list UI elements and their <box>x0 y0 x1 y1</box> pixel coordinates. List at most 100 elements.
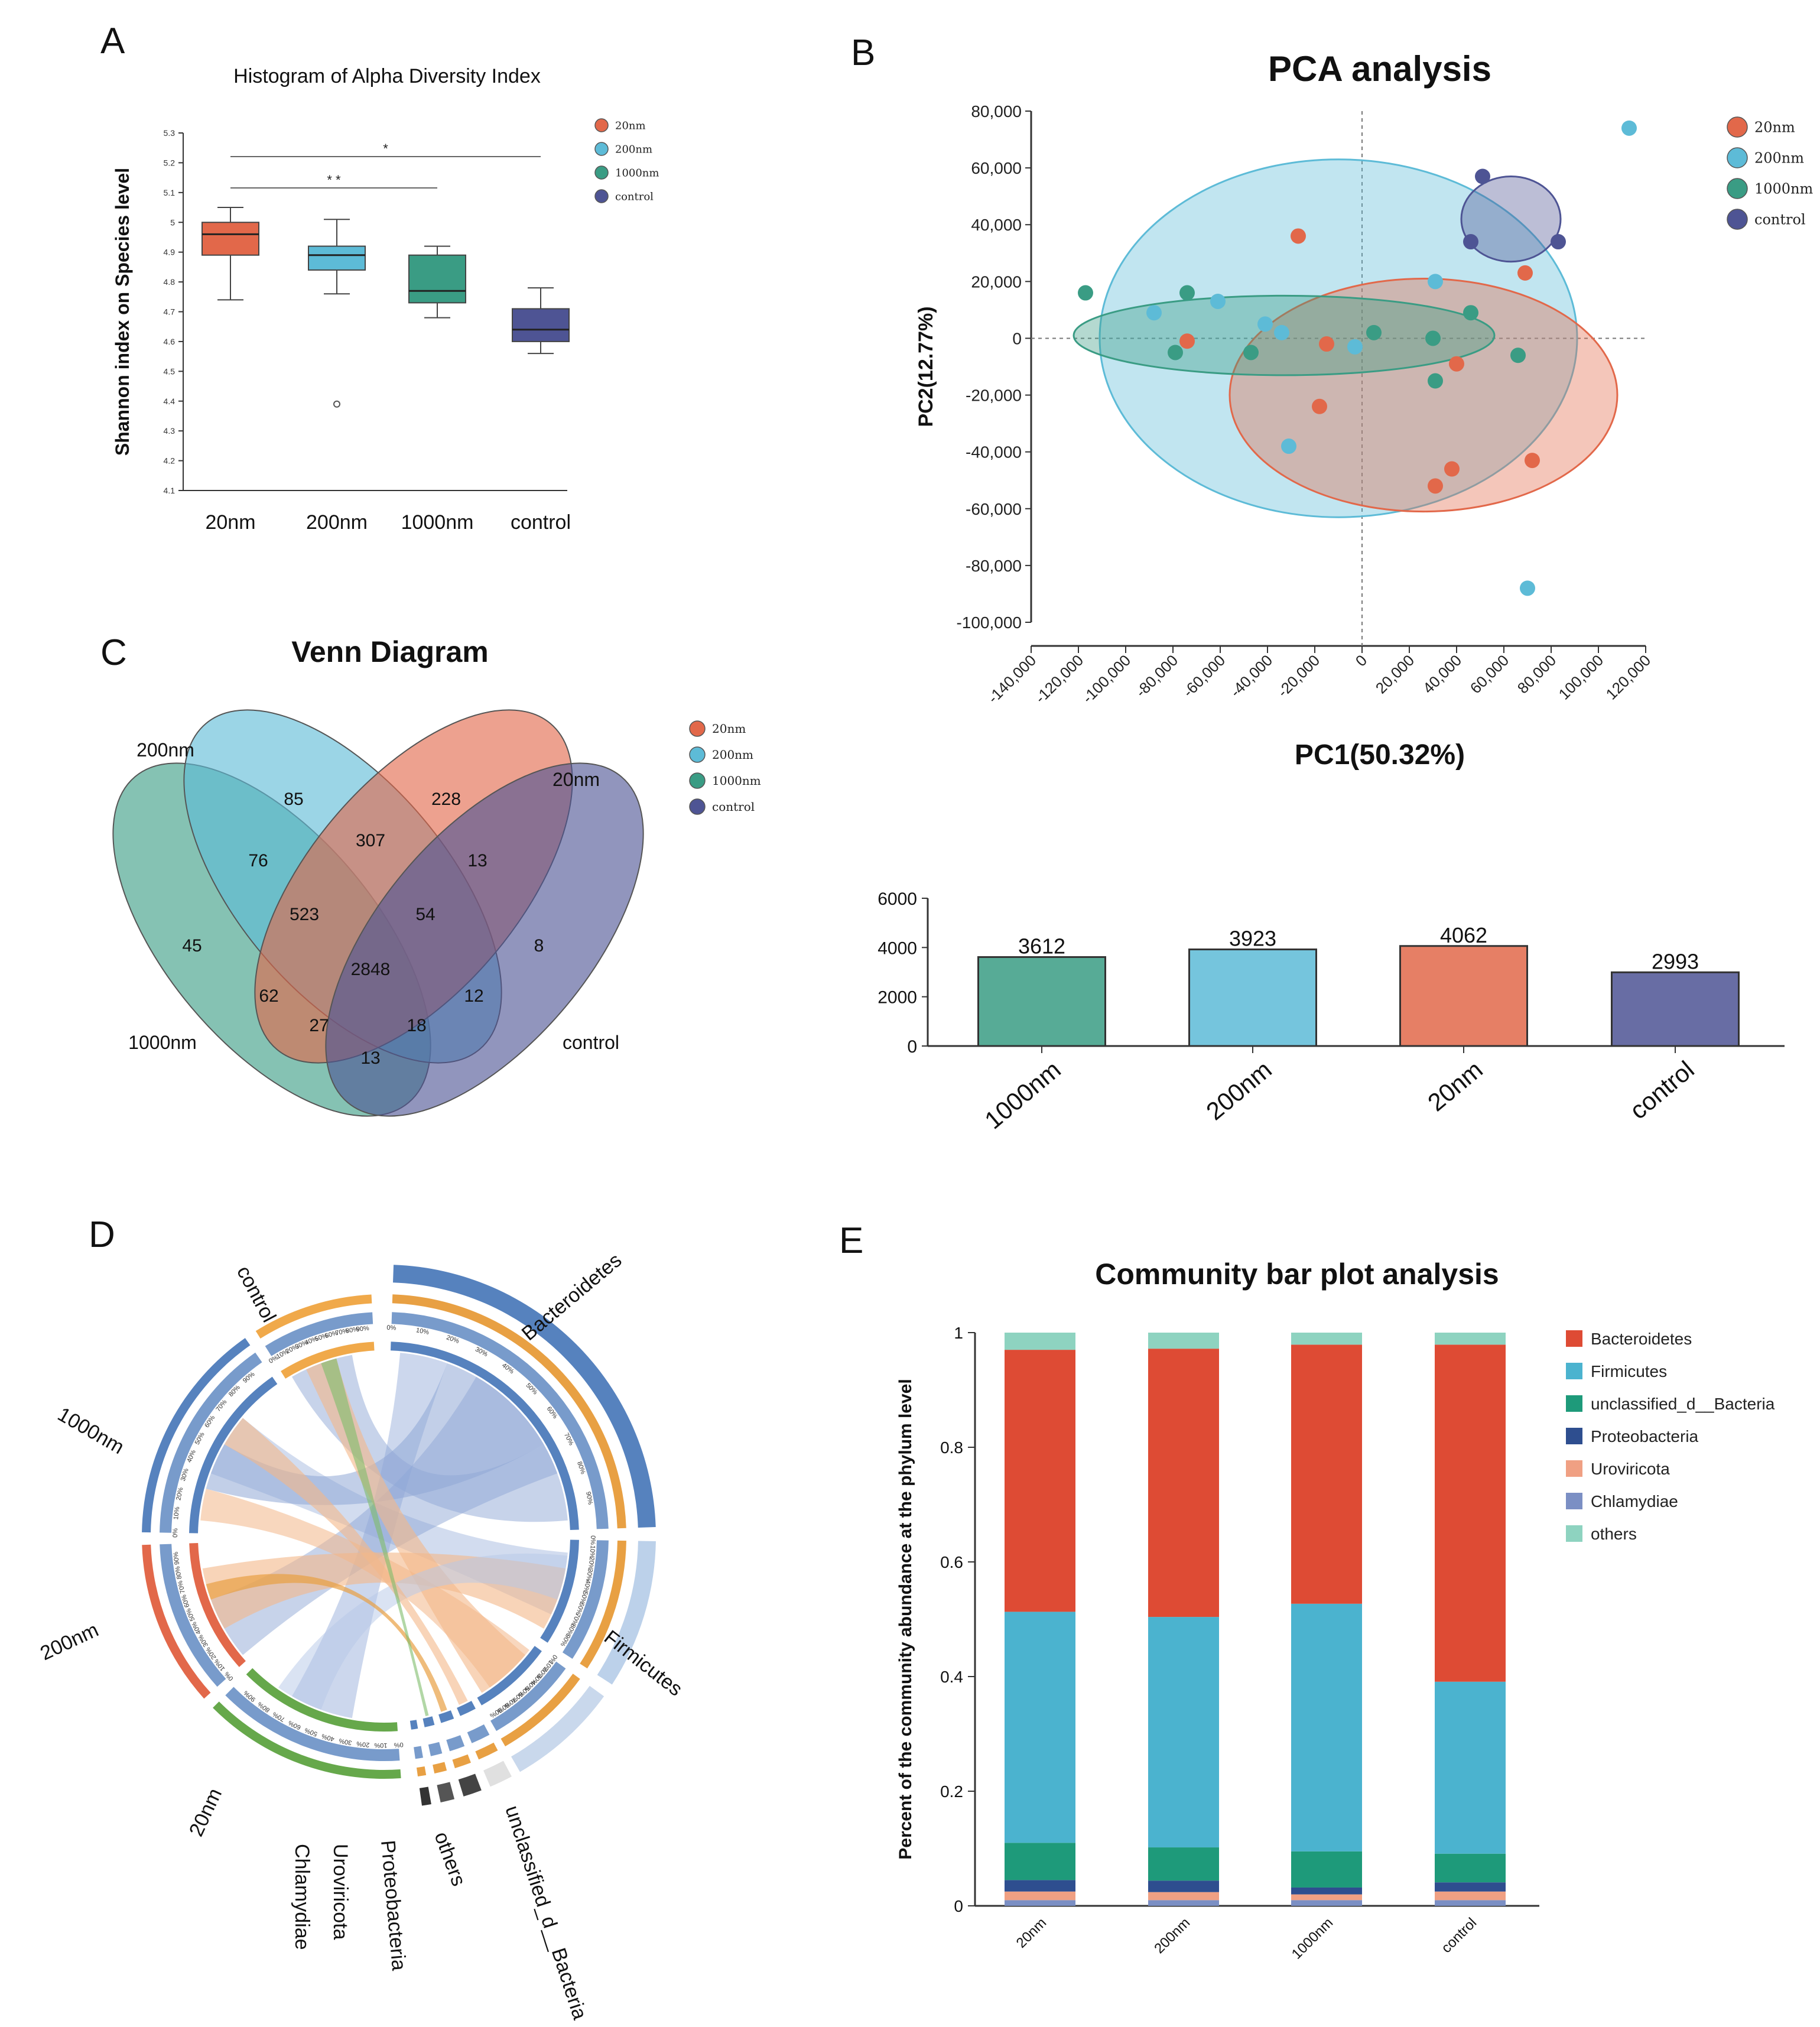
panel-e-legend-swatch <box>1566 1428 1582 1444</box>
panel-b-y-tick-label: 80,000 <box>971 102 1022 121</box>
panel-e-y-tick-label: 0.2 <box>940 1782 963 1801</box>
panel-a-y-tick-label: 5.3 <box>164 128 176 138</box>
panel-d-percent-tick: 0% <box>394 1741 404 1749</box>
panel-c-region-count: 27 <box>309 1016 329 1035</box>
panel-d-percent-tick: 20% <box>587 1557 596 1571</box>
panel-e-x-tick-label: 20nm <box>1013 1915 1050 1951</box>
panel-a-legend-marker-control <box>594 189 609 203</box>
panel-d-scale-arc <box>467 1724 490 1743</box>
panel-b-point-20nm <box>1319 336 1334 352</box>
panel-c-set-label-control: control <box>563 1032 619 1053</box>
panel-e-segment-unclassified_d__Bacteria <box>1291 1851 1362 1888</box>
panel-c2-value-label: 4062 <box>1440 923 1487 947</box>
panel-b-point-20nm <box>1291 228 1306 244</box>
panel-c2-x-tick-label: 200nm <box>1201 1055 1277 1126</box>
panel-b-point-20nm <box>1428 478 1443 494</box>
panel-b-x-tick-label: -60,000 <box>1179 651 1229 701</box>
panel-e-legend-swatch <box>1566 1460 1582 1477</box>
panel-c2-value-label: 2993 <box>1652 949 1699 973</box>
panel-d-mid-arc <box>475 1742 498 1760</box>
panel-c-legend-label-200nm: 200nm <box>712 748 753 762</box>
panel-b-legend-label-20nm: 20nm <box>1754 119 1795 135</box>
panel-d-outer-arc <box>458 1773 482 1797</box>
panel-a-x-tick-label: 20nm <box>205 511 255 534</box>
panel-c2-y-tick-label: 6000 <box>878 889 917 909</box>
panel-b-x-tick-label: -100,000 <box>1078 651 1134 707</box>
panel-d-inner-arc <box>422 1716 435 1727</box>
panel-e-y-tick-label: 0.8 <box>940 1438 963 1457</box>
panel-a-y-tick-label: 4.7 <box>164 307 176 317</box>
panel-a-y-tick-label: 4.4 <box>164 397 176 406</box>
panel-c-region-count: 8 <box>534 936 544 956</box>
panel-e-segment-Bacteroidetes <box>1291 1344 1362 1604</box>
panel-b-point-control <box>1551 234 1566 250</box>
panel-e-segment-others <box>1291 1333 1362 1345</box>
panel-b-point-20nm <box>1444 461 1460 477</box>
panel-b-point-1000nm <box>1366 324 1382 340</box>
panel-c: Venn Diagram 85 228 307 76 13 523 54 45 8 2848 62 12… <box>112 635 761 1117</box>
panel-c-region-count: 62 <box>259 986 278 1006</box>
panel-d-chord-ribbon <box>306 1358 526 1693</box>
panel-b-point-1000nm <box>1425 330 1441 346</box>
panel-d-scale-arc <box>490 1661 566 1732</box>
panel-b-point-1000nm <box>1463 305 1478 321</box>
panel-b-point-200nm <box>1281 438 1296 454</box>
panel-e-legend-label: Proteobacteria <box>1591 1427 1699 1445</box>
panel-a-y-tick-label: 5.2 <box>164 158 176 167</box>
panel-d-label: 1000nm <box>54 1403 128 1458</box>
panel-b-point-20nm <box>1517 265 1533 281</box>
panel-d-percent-tick: 0% <box>223 1670 235 1682</box>
panel-d-label: control <box>232 1262 280 1326</box>
panel-d-percent-tick: 90% <box>356 1325 369 1333</box>
panel-d-inner-arc <box>438 1710 454 1723</box>
panel-c-bar: 0 2000 4000 6000 3612 1000nm 3923 200nm 4062 20nm… <box>878 889 1785 1134</box>
panel-c-region-count: 2848 <box>351 960 391 979</box>
panel-d-outer-arc <box>483 1760 512 1787</box>
panel-d-outer-arc <box>393 1265 656 1528</box>
panel-b-legend-label-1000nm: 1000nm <box>1754 180 1814 197</box>
panel-e-legend-label: Bacteroidetes <box>1591 1330 1692 1348</box>
panel-a-x-tick-label: 200nm <box>306 511 368 534</box>
panel-b-x-tick-label: 100,000 <box>1555 651 1607 703</box>
panel-c2-bar-20nm <box>1399 945 1528 1047</box>
panel-b-point-1000nm <box>1078 285 1093 301</box>
panel-c-title: Venn Diagram <box>291 635 488 668</box>
panel-b-x-tick-label: -120,000 <box>1031 651 1087 707</box>
panel-b-legend-marker-200nm <box>1727 147 1748 168</box>
panel-c2-x-tick-label: control <box>1624 1055 1699 1125</box>
panel-e-segment-Bacteroidetes <box>1148 1349 1219 1617</box>
panel-e-segment-others <box>1005 1333 1075 1350</box>
panel-d-inner-arc <box>189 1376 278 1534</box>
panel-a-y-tick-label: 4.6 <box>164 337 176 346</box>
panel-d-mid-arc <box>142 1544 211 1699</box>
panel-d-percent-tick: 0% <box>172 1528 179 1538</box>
panel-d-mid-arc <box>452 1754 471 1769</box>
panel-d-percent-tick: 0% <box>589 1535 596 1545</box>
panel-d-scale-arc <box>446 1735 465 1752</box>
panel-label-b: B <box>851 33 875 73</box>
panel-e-legend-swatch <box>1566 1330 1582 1347</box>
panel-d-percent-tick: 80% <box>174 1565 184 1580</box>
panel-d-outer-arc <box>511 1685 604 1772</box>
panel-c2-value-label: 3923 <box>1229 927 1276 951</box>
panel-d-scale-arc <box>160 1544 226 1687</box>
panel-a-y-tick-label: 4.5 <box>164 366 176 376</box>
panel-a-y-tick-label: 4.8 <box>164 277 176 287</box>
panel-d-scale-arc <box>160 1352 262 1533</box>
panel-c-legend-marker-1000nm <box>689 772 706 789</box>
panel-d-mid-arc <box>580 1540 626 1669</box>
panel-d-label: others <box>430 1829 470 1889</box>
panel-b-ellipse-control <box>1460 176 1562 263</box>
panel-d-percent-tick: 20% <box>356 1740 370 1748</box>
panel-e-segment-Proteobacteria <box>1435 1882 1506 1892</box>
panel-label-a: A <box>100 21 125 61</box>
panel-b-x-tick-label: 120,000 <box>1603 651 1655 703</box>
panel-a-legend-marker-20nm <box>594 118 609 132</box>
panel-a-box-control <box>512 308 570 342</box>
panel-e-title: Community bar plot analysis <box>1095 1258 1499 1291</box>
panel-d-inner-arc <box>189 1542 246 1667</box>
panel-c2-bar-1000nm <box>977 956 1106 1047</box>
panel-b-x-tick-label: -80,000 <box>1132 651 1182 701</box>
panel-b-ellipse-200nm <box>1098 158 1578 518</box>
panel-a-y-tick-label: 5 <box>170 217 175 227</box>
